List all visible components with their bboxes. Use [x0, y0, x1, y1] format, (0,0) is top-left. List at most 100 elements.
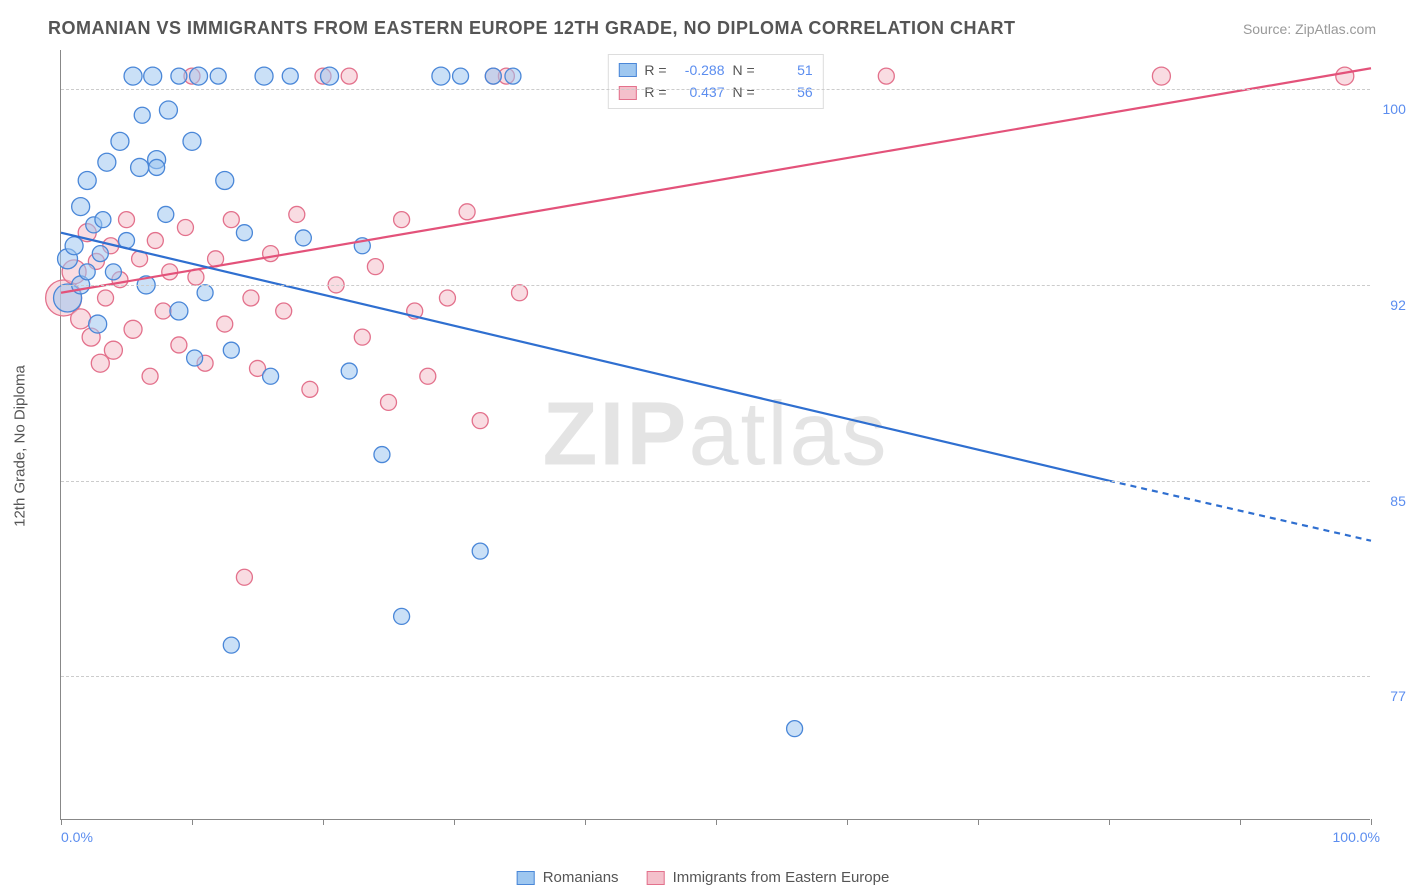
gridline: [61, 676, 1370, 677]
x-tick: [61, 819, 62, 825]
y-tick-label: 85.0%: [1375, 493, 1406, 509]
data-point: [341, 363, 357, 379]
data-point: [147, 233, 163, 249]
data-point: [71, 309, 91, 329]
data-point: [1336, 67, 1354, 85]
data-point: [92, 246, 108, 262]
data-point: [216, 172, 234, 190]
legend-swatch-blue: [618, 63, 636, 77]
x-tick: [585, 819, 586, 825]
x-tick: [978, 819, 979, 825]
data-point: [354, 329, 370, 345]
x-tick: [192, 819, 193, 825]
data-point: [236, 569, 252, 585]
data-point: [787, 721, 803, 737]
data-point: [177, 219, 193, 235]
data-point: [119, 212, 135, 228]
chart-svg: [61, 50, 1370, 819]
data-point: [142, 368, 158, 384]
gridline: [61, 89, 1370, 90]
y-axis-label: 12th Grade, No Diploma: [12, 365, 29, 527]
x-tick-label-min: 0.0%: [61, 829, 93, 845]
data-point: [162, 264, 178, 280]
data-point: [105, 264, 121, 280]
data-point: [439, 290, 455, 306]
data-point: [131, 158, 149, 176]
data-point: [170, 302, 188, 320]
legend-bottom: Romanians Immigrants from Eastern Europe: [517, 869, 890, 886]
x-tick: [1240, 819, 1241, 825]
data-point: [276, 303, 292, 319]
x-tick: [1371, 819, 1372, 825]
data-point: [255, 67, 273, 85]
data-point: [512, 285, 528, 301]
data-point: [95, 212, 111, 228]
data-point: [302, 381, 318, 397]
data-point: [394, 212, 410, 228]
y-tick-label: 77.5%: [1375, 688, 1406, 704]
legend-swatch-pink: [618, 86, 636, 100]
data-point: [295, 230, 311, 246]
data-point: [453, 68, 469, 84]
data-point: [72, 198, 90, 216]
data-point: [236, 225, 252, 241]
data-point: [124, 320, 142, 338]
x-tick: [454, 819, 455, 825]
data-point: [98, 153, 116, 171]
data-point: [111, 132, 129, 150]
data-point: [381, 394, 397, 410]
data-point: [89, 315, 107, 333]
data-point: [144, 67, 162, 85]
data-point: [459, 204, 475, 220]
legend-bottom-swatch-pink: [647, 871, 665, 885]
data-point: [472, 543, 488, 559]
trend-line: [1109, 481, 1371, 541]
data-point: [394, 608, 410, 624]
data-point: [104, 341, 122, 359]
data-point: [263, 246, 279, 262]
x-tick: [847, 819, 848, 825]
data-point: [243, 290, 259, 306]
legend-correlation: R =-0.288 N =51 R =0.437 N =56: [607, 54, 823, 109]
data-point: [505, 68, 521, 84]
legend-bottom-label-pink: Immigrants from Eastern Europe: [673, 869, 890, 886]
data-point: [171, 337, 187, 353]
trend-line: [61, 233, 1109, 481]
data-point: [289, 206, 305, 222]
x-tick: [1109, 819, 1110, 825]
data-point: [210, 68, 226, 84]
data-point: [282, 68, 298, 84]
data-point: [171, 68, 187, 84]
x-tick-label-max: 100.0%: [1333, 829, 1380, 845]
data-point: [79, 264, 95, 280]
data-point: [134, 107, 150, 123]
data-point: [420, 368, 436, 384]
data-point: [432, 67, 450, 85]
data-point: [187, 350, 203, 366]
data-point: [183, 132, 201, 150]
data-point: [223, 212, 239, 228]
data-point: [158, 206, 174, 222]
plot-area: ZIPatlas R =-0.288 N =51 R =0.437 N =56 …: [60, 50, 1370, 820]
data-point: [159, 101, 177, 119]
y-tick-label: 100.0%: [1375, 101, 1406, 117]
legend-bottom-label-blue: Romanians: [543, 869, 619, 886]
data-point: [485, 68, 501, 84]
data-point: [341, 68, 357, 84]
data-point: [263, 368, 279, 384]
data-point: [374, 447, 390, 463]
data-point: [223, 637, 239, 653]
data-point: [367, 259, 383, 275]
data-point: [149, 159, 165, 175]
data-point: [155, 303, 171, 319]
data-point: [190, 67, 208, 85]
data-point: [878, 68, 894, 84]
data-point: [321, 67, 339, 85]
gridline: [61, 481, 1370, 482]
data-point: [65, 237, 83, 255]
legend-bottom-swatch-blue: [517, 871, 535, 885]
chart-title: ROMANIAN VS IMMIGRANTS FROM EASTERN EURO…: [48, 18, 1016, 39]
data-point: [78, 172, 96, 190]
data-point: [223, 342, 239, 358]
y-tick-label: 92.5%: [1375, 297, 1406, 313]
